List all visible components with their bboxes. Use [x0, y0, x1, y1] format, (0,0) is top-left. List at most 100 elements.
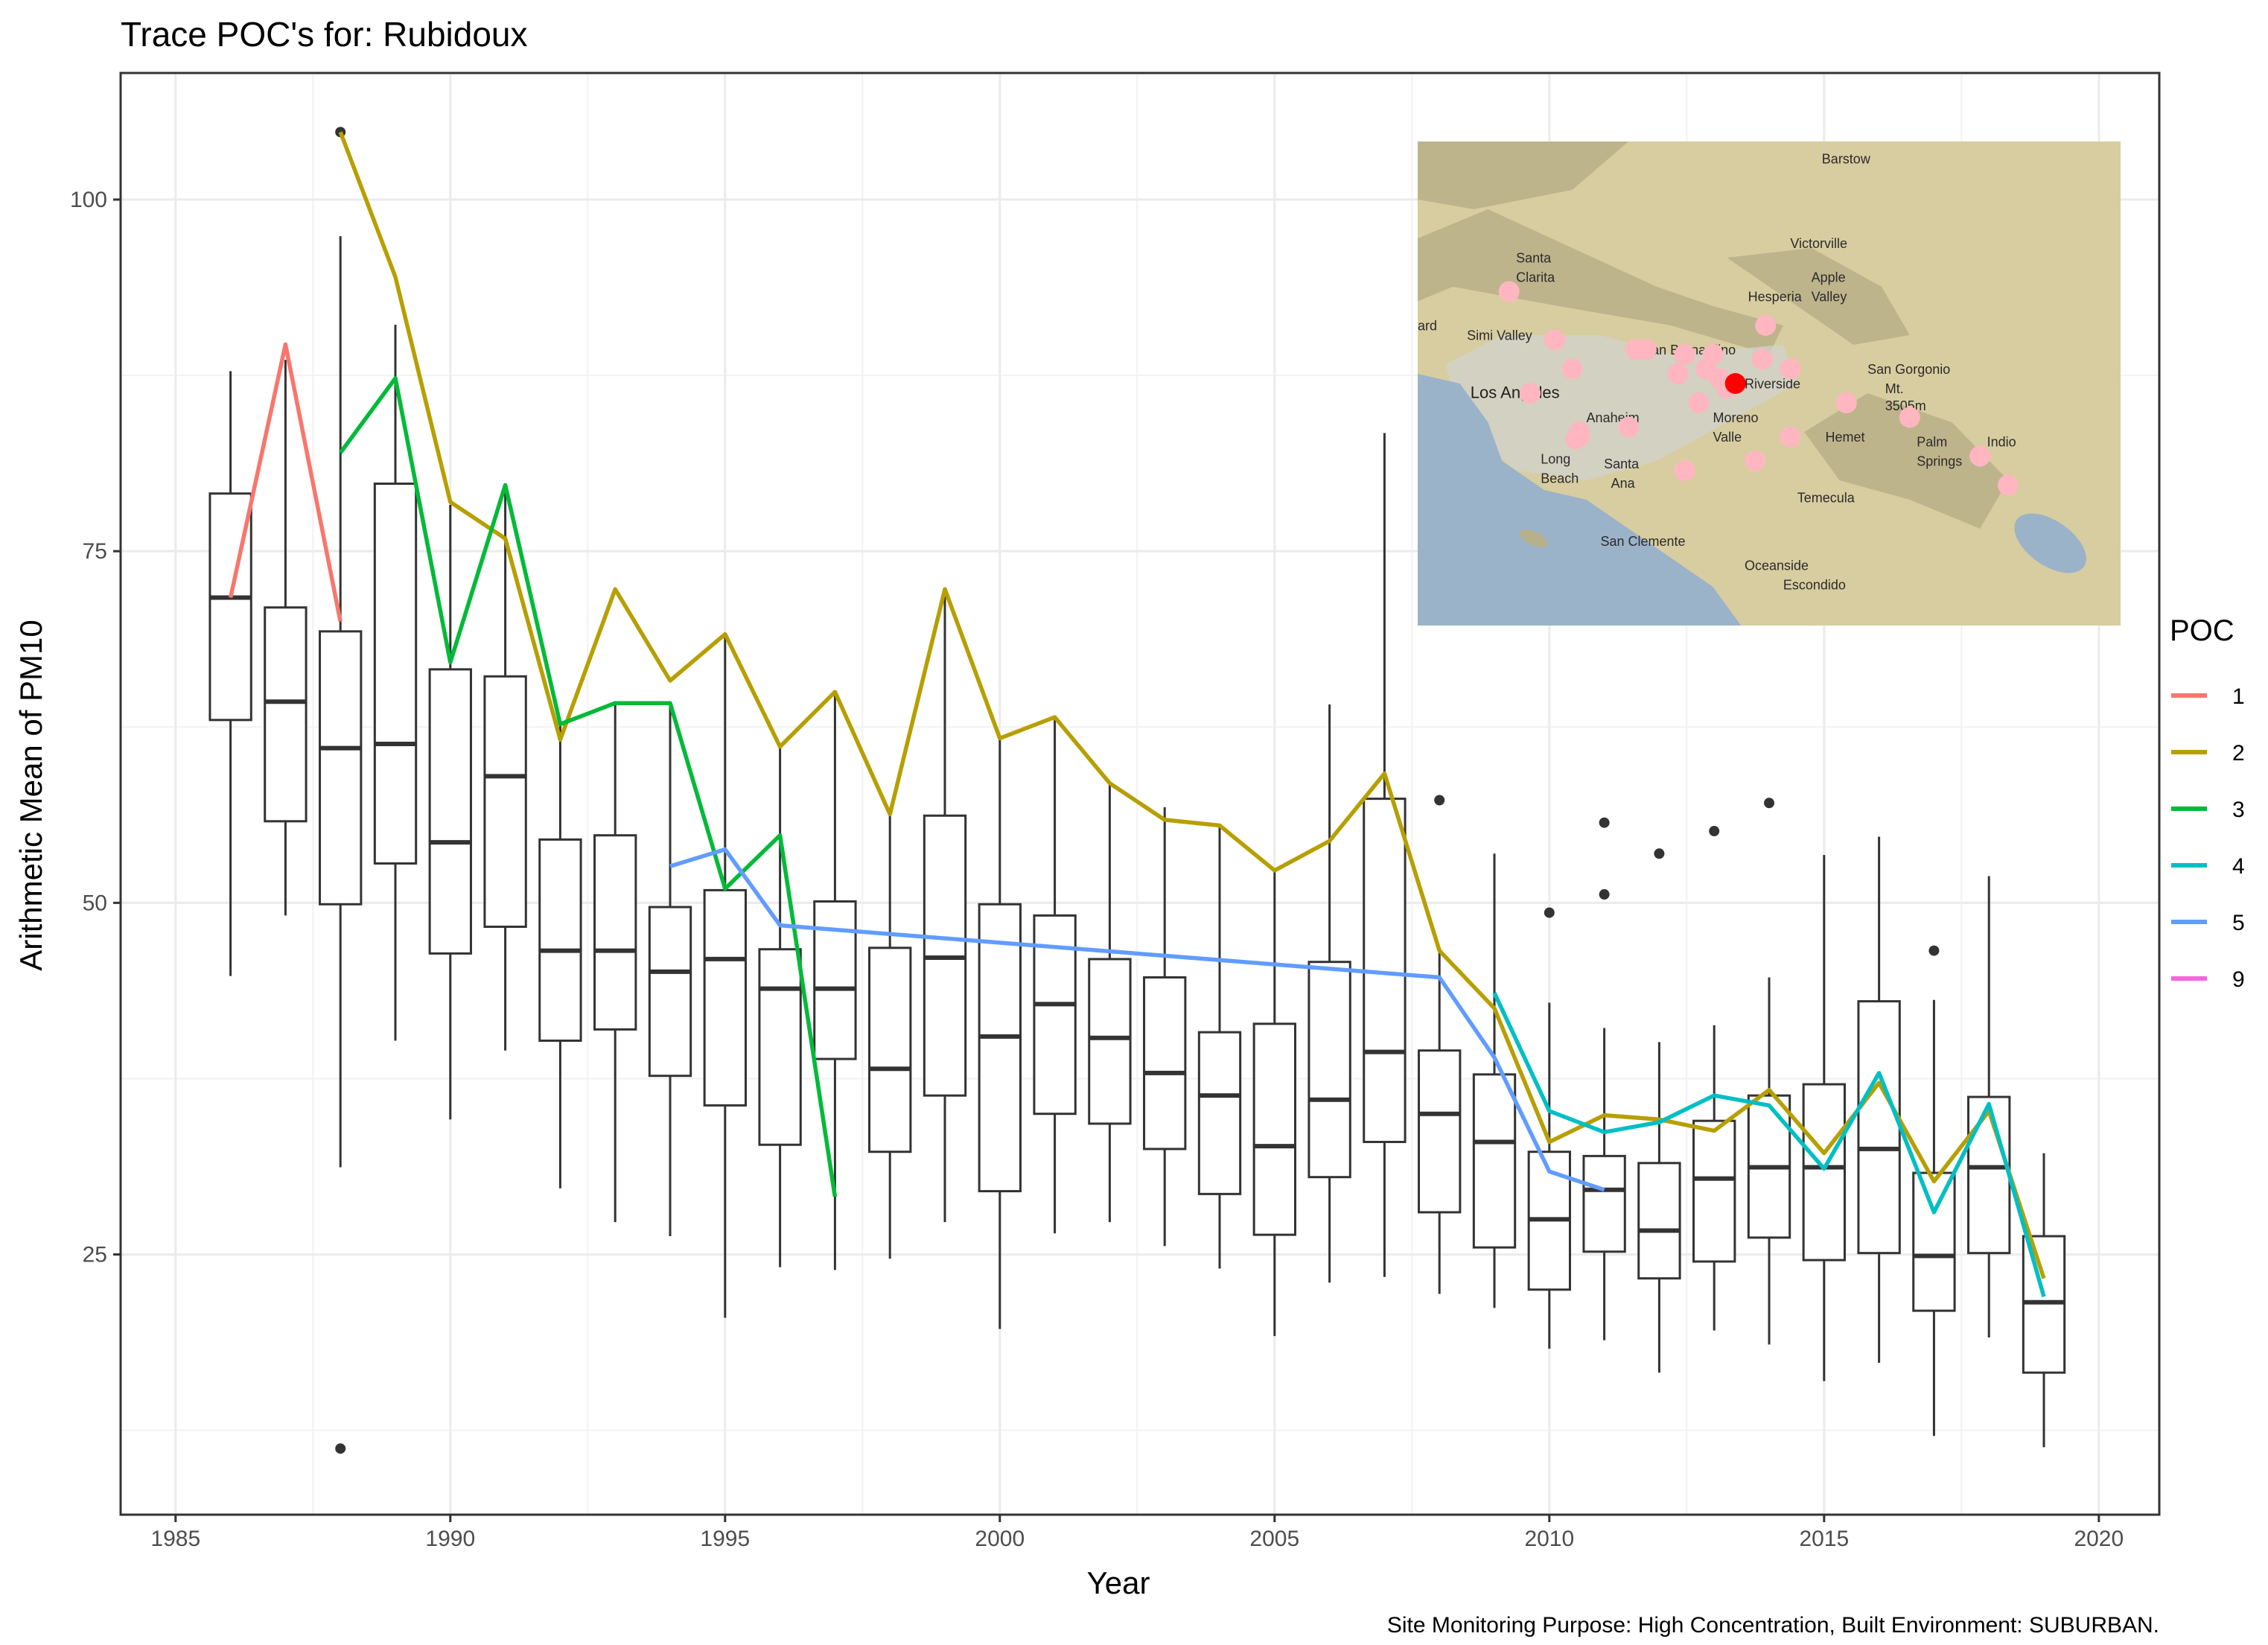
y-tick-label: 25 [83, 1243, 107, 1267]
chart-title: Trace POC's for: Rubidoux [121, 15, 528, 54]
boxplot-2002 [1088, 783, 1132, 1223]
outlier-point [1599, 817, 1610, 828]
box-iqr [1692, 1119, 1736, 1263]
x-tick-label: 2000 [975, 1527, 1025, 1551]
map-lake [2014, 513, 2086, 573]
map-place-label: Moreno [1713, 410, 1758, 425]
outlier-point [1764, 798, 1775, 809]
map-place-label: Hemet [1826, 430, 1865, 445]
box-iqr [1088, 958, 1132, 1125]
map-place-label: San Clemente [1600, 534, 1685, 549]
map-mountains [1418, 209, 1783, 354]
map-station-marker [1667, 363, 1689, 384]
x-tick-label: 2010 [1524, 1527, 1574, 1551]
map-place-label: Temecula [1797, 490, 1856, 505]
boxplot-2016 [1857, 836, 1901, 1364]
boxplot-2011 [1582, 817, 1626, 1340]
legend-item-poc-4: 4 [2171, 854, 2245, 879]
boxplot-2006 [1307, 704, 1351, 1283]
map-place-label: Los Angeles [1471, 384, 1560, 402]
box-iqr [538, 838, 582, 1042]
map-ocean [1418, 374, 1742, 626]
box-iqr [1802, 1083, 1846, 1261]
boxplot-1999 [923, 589, 967, 1223]
map-site-marker [1724, 373, 1746, 394]
x-axis: 1985 1990 1995 2000 2005 2010 2015 2020 [150, 1515, 2124, 1551]
outlier-point [1434, 795, 1445, 806]
legend-label: 4 [2232, 854, 2245, 879]
x-tick-label: 2015 [1799, 1527, 1849, 1551]
boxplot-2018 [1967, 876, 2011, 1338]
map-place-label: Palm [1917, 435, 1947, 450]
map-place-label: Santa [1516, 251, 1552, 266]
x-tick-label: 1990 [425, 1527, 475, 1551]
box-iqr [483, 675, 527, 928]
map-place-label: Mt. [1885, 381, 1904, 396]
boxplot-1990 [428, 504, 472, 1120]
map-place-label: Victorville [1790, 236, 1847, 251]
box-iqr [1967, 1095, 2011, 1255]
inset-map: Barstow Victorville Apple Valley Hesperia San… [1418, 141, 2121, 626]
outlier-point [1544, 907, 1555, 918]
y-tick-label: 50 [83, 891, 107, 915]
box-iqr [1252, 1022, 1296, 1236]
boxplot-2003 [1143, 806, 1187, 1247]
box-iqr [1912, 1171, 1956, 1312]
map-mountains [1418, 141, 1629, 209]
map-station-marker [1544, 329, 1566, 351]
box-iqr [593, 834, 637, 1031]
map-station-marker [1780, 426, 1801, 448]
map-place-label: Ana [1611, 476, 1636, 491]
box-iqr [1418, 1049, 1462, 1214]
boxplot-1988 [319, 127, 363, 1454]
boxplot-2019 [2022, 1153, 2066, 1448]
legend-label: 2 [2232, 741, 2245, 766]
boxplot-1989 [373, 325, 418, 1041]
legend-label: 9 [2232, 967, 2245, 992]
map-place-label: Valley [1812, 290, 1847, 305]
map-place-label: Santa [1604, 456, 1640, 471]
map-place-label: Beach [1541, 471, 1579, 486]
map-station-marker [1674, 460, 1695, 481]
series-line-poc-2 [338, 131, 2046, 1279]
box-iqr [1637, 1162, 1681, 1280]
map-place-label: Barstow [1822, 151, 1871, 166]
box-iqr [978, 903, 1022, 1193]
x-axis-title: Year [1087, 1565, 1150, 1600]
map-station-marker [1498, 281, 1520, 302]
map-station-marker [1751, 349, 1773, 370]
box-iqr [813, 900, 857, 1060]
map-station-marker [1688, 392, 1710, 413]
map-station-marker [1755, 315, 1777, 336]
map-station-marker [1899, 407, 1920, 428]
boxplot-1991 [483, 485, 527, 1051]
plot-panel-border [119, 71, 2161, 1516]
outlier-point [1928, 945, 1940, 956]
map-content: Barstow Victorville Apple Valley Hesperia San… [1418, 141, 2121, 626]
map-place-label: Hesperia [1748, 290, 1803, 305]
map-island [1520, 529, 1548, 547]
box-iqr [868, 946, 912, 1154]
map-place-label: Riverside [1745, 377, 1800, 392]
x-tick-label: 1985 [150, 1527, 200, 1551]
series-line-poc-5 [669, 847, 1605, 1192]
outlier-point [1599, 889, 1610, 900]
y-tick-label: 75 [83, 539, 107, 564]
box-iqr [1582, 1154, 1626, 1253]
legend-item-poc-5: 5 [2171, 911, 2245, 935]
map-station-marker [1997, 474, 2019, 496]
box-iqr [373, 483, 418, 865]
series-line-poc-3 [338, 376, 838, 1197]
map-place-label: Clarita [1516, 270, 1555, 285]
box-iqr [319, 630, 363, 906]
map-station-marker [1969, 445, 1991, 467]
legend: POC 1 2 3 4 5 9 [2170, 614, 2245, 992]
box-iqr [1143, 976, 1187, 1151]
box-iqr [648, 906, 692, 1078]
box-iqr [428, 668, 472, 955]
map-station-marker [1618, 416, 1640, 438]
map-station-marker [1565, 428, 1587, 450]
box-iqr [703, 888, 747, 1107]
series-line-poc-1 [228, 342, 343, 623]
boxplot-2017 [1912, 945, 1956, 1436]
